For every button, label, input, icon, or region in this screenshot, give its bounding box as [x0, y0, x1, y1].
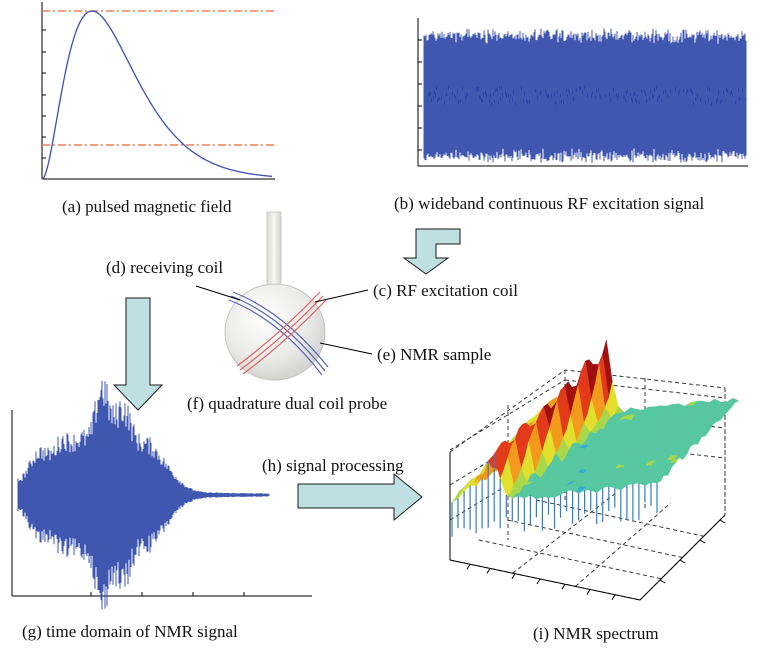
tick: [699, 539, 706, 544]
grid-line: [478, 539, 662, 580]
label-rf-signal: (b) wideband continuous RF excitation si…: [394, 194, 705, 213]
label-quadrature-probe: (f) quadrature dual coil probe: [187, 394, 388, 413]
y-axis: [639, 514, 726, 601]
label-signal-processing: (h) signal processing: [262, 456, 404, 475]
surface-patch: [451, 491, 462, 503]
tick: [511, 573, 516, 579]
nmr-spectrum-plot: [449, 340, 740, 601]
label-pulsed-field: (a) pulsed magnetic field: [62, 197, 232, 216]
surface-patch: [650, 480, 661, 484]
rf-excitation-coil: [236, 291, 327, 375]
spectrum-surface: [451, 340, 740, 537]
grid-line: [536, 499, 704, 537]
rf-coil-leader: [314, 289, 369, 303]
rf-to-coil-arrow: [402, 228, 461, 275]
rf-excitation-signal: [423, 28, 747, 163]
grid-line: [507, 519, 683, 558]
grid-line: [575, 502, 671, 587]
nmr-time-signal: [17, 380, 270, 610]
rf-plot-y-ticks: [418, 39, 422, 151]
probe-stem: [266, 211, 282, 293]
signal-processing-arrow: [297, 472, 423, 522]
sample-leader: [319, 342, 373, 355]
grid-line: [564, 379, 726, 399]
tick: [679, 559, 686, 564]
tick: [536, 578, 541, 585]
tick: [466, 563, 471, 570]
quadrature-probe: [195, 211, 373, 381]
tick: [486, 568, 491, 574]
pulsed-field-plot: [41, 2, 275, 180]
x-axis: [449, 559, 641, 601]
label-time-domain: (g) time domain of NMR signal: [22, 622, 238, 641]
receiving-coil: [228, 291, 329, 376]
surface-skirt: [451, 454, 658, 537]
label-receiving-coil: (d) receiving coil: [106, 258, 224, 277]
pulsed-field-y-ticks: [42, 29, 46, 159]
grid-line: [512, 491, 619, 574]
receiving-coil-leader: [195, 285, 241, 301]
tick: [659, 579, 666, 584]
time-plot-x-ticks: [90, 592, 245, 596]
label-nmr-sample: (e) NMR sample: [377, 345, 492, 364]
pulsed-field-curve: [41, 10, 272, 180]
grid-line: [449, 379, 566, 451]
tick: [719, 519, 726, 524]
tick: [586, 589, 591, 595]
label-nmr-spectrum: (i) NMR spectrum: [533, 624, 659, 643]
coil-to-signal-arrow: [112, 297, 164, 411]
label-rf-coil: (c) RF excitation coil: [373, 281, 518, 300]
tick: [611, 594, 616, 600]
time-domain-plot: [11, 380, 312, 610]
tick: [561, 583, 566, 590]
rf-excitation-plot: [417, 18, 748, 167]
nmr-sample-sphere: [224, 283, 326, 381]
